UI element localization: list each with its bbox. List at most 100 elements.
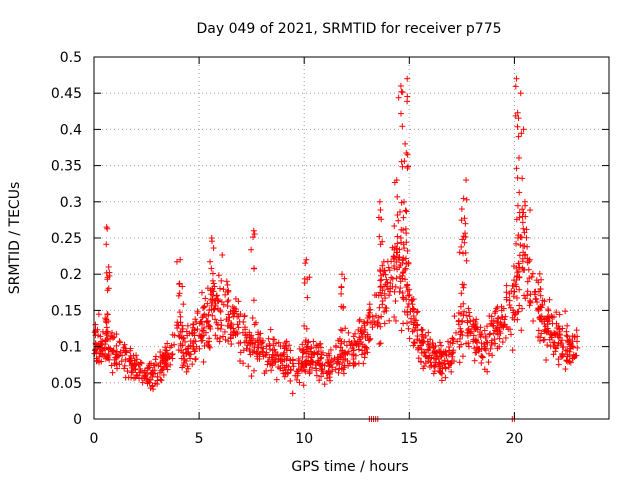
data-point (204, 300, 211, 307)
data-point (519, 265, 526, 272)
data-point (179, 283, 186, 290)
data-point (313, 372, 320, 379)
data-point (465, 343, 472, 350)
data-point (209, 299, 216, 306)
data-point (524, 278, 531, 285)
data-point (378, 313, 385, 320)
data-point (472, 320, 479, 327)
data-point (227, 331, 234, 338)
data-point (356, 318, 363, 325)
data-point (543, 357, 550, 364)
data-point (200, 327, 207, 334)
data-point (121, 341, 128, 348)
data-point (303, 359, 310, 366)
data-point (220, 333, 227, 340)
y-tick-label: 0.25 (51, 231, 82, 247)
data-point (460, 300, 467, 307)
data-point (404, 309, 411, 316)
data-point (200, 358, 207, 365)
data-point (250, 367, 257, 374)
data-point (520, 225, 527, 232)
data-point (311, 350, 318, 357)
data-point (377, 323, 384, 330)
data-point (207, 258, 214, 265)
data-point (410, 321, 417, 328)
data-point (287, 347, 294, 354)
data-point (527, 298, 534, 305)
data-point (392, 317, 399, 324)
data-point (501, 321, 508, 328)
data-point (560, 343, 567, 350)
data-point (321, 381, 328, 388)
data-point (224, 288, 231, 295)
data-point (392, 298, 399, 305)
data-point (240, 360, 247, 367)
data-point (445, 364, 452, 371)
data-point (281, 373, 288, 380)
data-point (281, 339, 288, 346)
data-point (525, 266, 532, 273)
data-point (381, 290, 388, 297)
data-point (92, 347, 99, 354)
data-point (519, 175, 526, 182)
x-tick-label: 10 (295, 431, 313, 447)
data-point (220, 301, 227, 308)
data-point (302, 337, 309, 344)
data-point (206, 307, 213, 314)
data-point (179, 325, 186, 332)
data-point (395, 254, 402, 261)
data-point (128, 374, 135, 381)
data-point (92, 321, 99, 328)
data-point (249, 315, 256, 322)
data-point (410, 342, 417, 349)
data-point (377, 206, 384, 213)
data-point (459, 353, 466, 360)
data-point (463, 177, 470, 184)
data-point (248, 337, 255, 344)
data-point (208, 302, 215, 309)
data-point (459, 332, 466, 339)
data-point (222, 291, 229, 298)
data-point (573, 327, 580, 334)
data-point (420, 365, 427, 372)
data-point (218, 322, 225, 329)
data-point (105, 318, 112, 325)
data-point (180, 301, 187, 308)
data-point (401, 266, 408, 273)
data-point (375, 292, 382, 299)
data-point (386, 317, 393, 324)
data-point (250, 227, 257, 234)
x-axis-label: GPS time / hours (291, 459, 408, 475)
data-point (299, 353, 306, 360)
data-point (476, 329, 483, 336)
data-point (316, 341, 323, 348)
data-point (415, 355, 422, 362)
data-point (403, 208, 410, 215)
data-point (437, 360, 444, 367)
data-point (194, 326, 201, 333)
data-point (387, 285, 394, 292)
data-point (411, 317, 418, 324)
data-point (192, 356, 199, 363)
data-point (562, 308, 569, 315)
data-point (383, 276, 390, 283)
data-point (351, 338, 358, 345)
data-point (426, 342, 433, 349)
data-point (403, 296, 410, 303)
data-point (122, 374, 129, 381)
data-point (404, 75, 411, 82)
data-point (267, 346, 274, 353)
data-point (110, 334, 117, 341)
data-point (375, 214, 382, 221)
data-point (394, 266, 401, 273)
data-point (377, 241, 384, 248)
data-point (192, 355, 199, 362)
data-point (272, 340, 279, 347)
data-point (559, 325, 566, 332)
data-point (510, 309, 517, 316)
data-point (485, 359, 492, 366)
data-point (108, 362, 115, 369)
data-point (302, 260, 309, 267)
data-point (507, 304, 514, 311)
data-point (251, 231, 258, 238)
